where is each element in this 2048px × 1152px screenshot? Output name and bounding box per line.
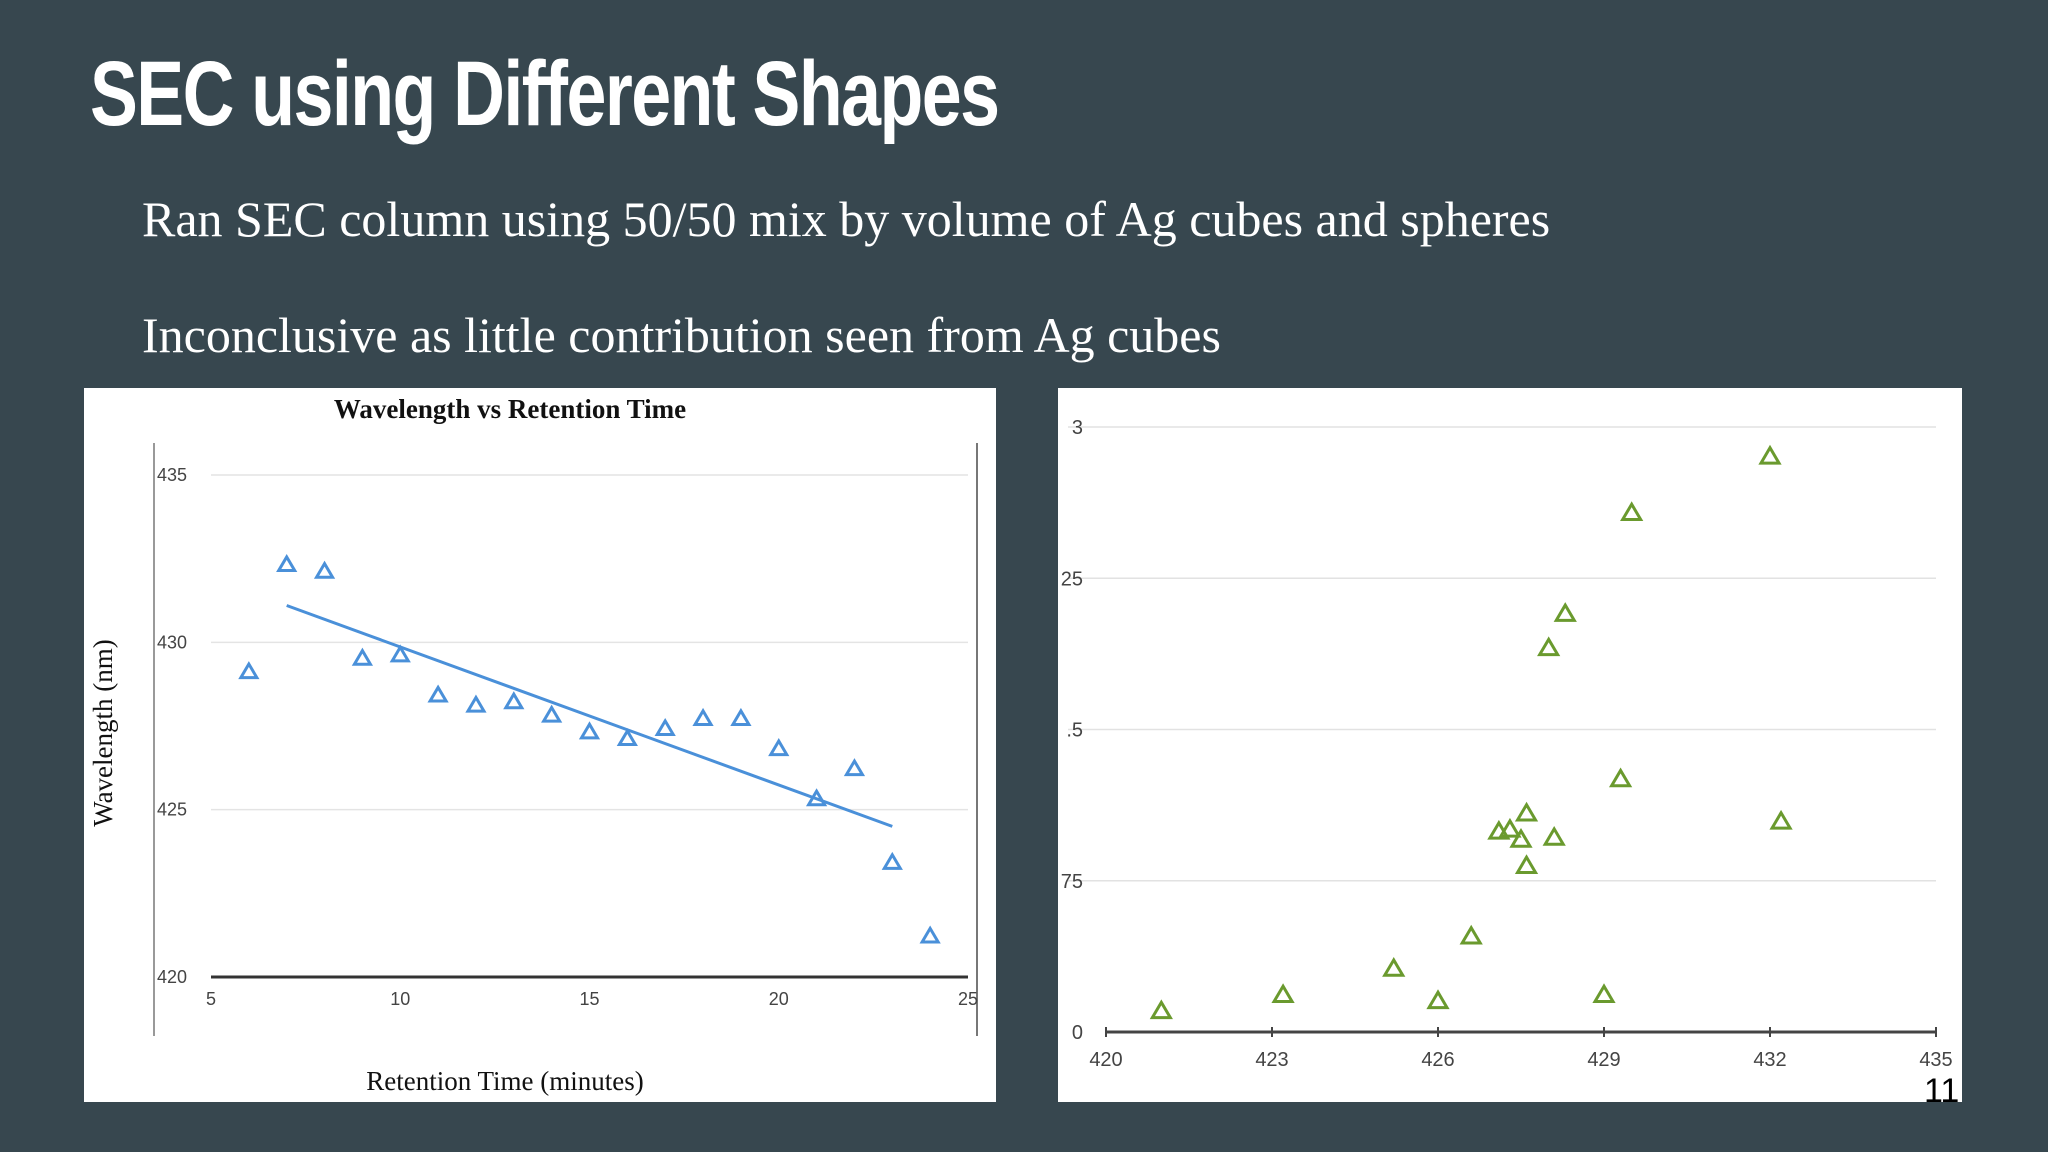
wavelength-retention-chart: 420 425 430 435 5 10 15 20 25 Wavelength vs Reten… — [88, 394, 978, 1096]
trend-line — [286, 604, 893, 828]
data-point — [1149, 999, 1173, 1020]
data-point — [1514, 854, 1539, 874]
data-point — [1553, 602, 1577, 622]
data-point — [1537, 636, 1561, 657]
y-tick-label: 25 — [1061, 568, 1083, 590]
data-point — [919, 925, 941, 944]
x-tick-label: 5 — [206, 989, 216, 1009]
data-point — [1608, 767, 1633, 788]
x-tick-label: 10 — [390, 989, 410, 1009]
data-point — [541, 704, 563, 723]
data-point — [1769, 809, 1793, 830]
x-tick-label: 20 — [769, 989, 789, 1009]
right-chart-panel: 0 75 .5 25 3 420 423 426 429 432 435 — [1058, 388, 1962, 1102]
bullet-item: Inconclusive as little contribution seen… — [142, 307, 1221, 363]
data-point — [351, 647, 374, 666]
data-point — [1459, 924, 1483, 945]
y-tick-label: 0 — [1072, 1022, 1083, 1044]
data-point — [768, 738, 790, 757]
left-chart-panel: 420 425 430 435 5 10 15 20 25 Wavelength vs Reten… — [84, 388, 996, 1102]
x-tick-label: 426 — [1421, 1049, 1454, 1071]
data-point — [238, 661, 260, 680]
x-tick-label: 429 — [1587, 1049, 1620, 1071]
data-point — [654, 717, 676, 737]
x-tick-label: 423 — [1255, 1049, 1288, 1071]
data-point — [389, 644, 411, 663]
data-point — [1426, 989, 1450, 1010]
data-point — [503, 691, 525, 710]
data-point — [1620, 501, 1644, 522]
y-tick-label: 75 — [1061, 871, 1083, 893]
chart-title: Wavelength vs Retention Time — [334, 394, 686, 424]
y-tick-label: 420 — [157, 967, 187, 987]
data-point — [616, 727, 638, 747]
x-tick-label: 25 — [958, 989, 978, 1009]
x-tick-label: 435 — [1919, 1049, 1952, 1071]
data-point — [1592, 983, 1616, 1004]
x-axis-label: Retention Time (minutes) — [366, 1066, 644, 1096]
x-tick-label: 432 — [1753, 1049, 1786, 1071]
x-tick-label: 420 — [1089, 1049, 1122, 1071]
y-tick-label: 430 — [157, 632, 187, 652]
slide-number: 11 — [1924, 1072, 1960, 1110]
data-point — [1509, 827, 1533, 848]
right-scatter-chart: 0 75 .5 25 3 420 423 426 429 432 435 — [1061, 417, 1953, 1071]
data-point — [881, 851, 903, 870]
data-point — [276, 553, 298, 573]
data-point — [465, 694, 487, 713]
data-point — [1498, 817, 1522, 838]
y-tick-label: 435 — [157, 465, 187, 485]
data-point — [427, 684, 449, 703]
data-point — [1542, 825, 1566, 846]
slide-title: SEC using Different Shapes — [90, 43, 1000, 145]
data-point — [313, 560, 336, 579]
data-point — [843, 758, 866, 777]
bullet-item: Ran SEC column using 50/50 mix by volume… — [142, 191, 1551, 247]
x-tick-label: 15 — [579, 989, 599, 1009]
y-tick-label: 425 — [157, 800, 187, 820]
data-point — [1382, 957, 1406, 977]
data-point — [1271, 983, 1295, 1004]
data-point — [578, 721, 601, 740]
y-axis-label: Wavelength (nm) — [88, 639, 118, 827]
data-point — [692, 707, 714, 726]
y-tick-label: 3 — [1072, 417, 1083, 439]
y-tick-label: .5 — [1066, 720, 1083, 742]
data-point — [1514, 801, 1539, 822]
data-point — [730, 707, 752, 726]
data-point — [1758, 444, 1782, 465]
data-point — [805, 788, 828, 807]
